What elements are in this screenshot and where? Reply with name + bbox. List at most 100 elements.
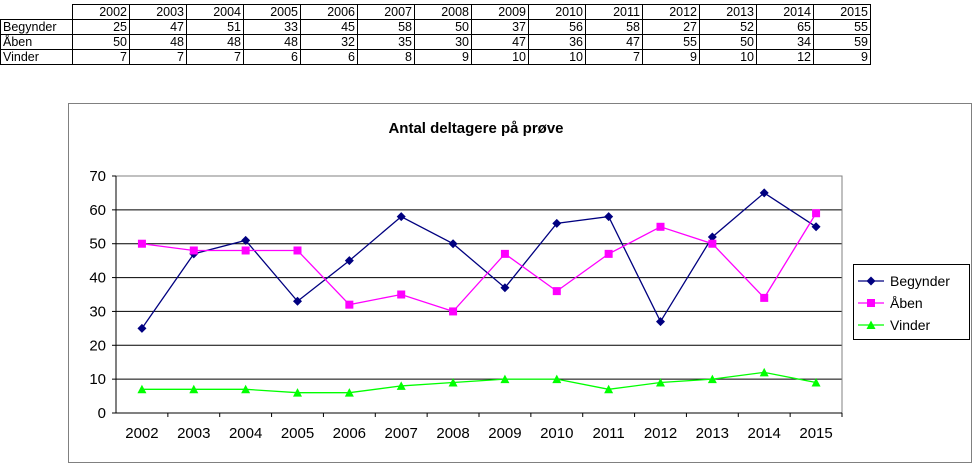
x-tick-label: 2011 <box>593 425 625 442</box>
x-tick-label: 2003 <box>177 425 210 442</box>
plot-frame <box>115 175 843 414</box>
data-point <box>396 212 406 222</box>
chart-title: Antal deltagere på prøve <box>388 120 563 137</box>
legend-label: Vinder <box>890 317 931 333</box>
legend-swatch <box>858 320 884 329</box>
data-point <box>656 378 665 387</box>
series-line <box>141 192 817 329</box>
x-tick-label: 2009 <box>488 425 521 442</box>
legend-marker <box>866 320 876 329</box>
data-point <box>604 384 614 394</box>
x-tick-label: 2014 <box>748 425 781 442</box>
legend-marker <box>866 276 876 286</box>
legend-marker <box>867 299 875 307</box>
data-point <box>811 378 821 387</box>
table-year-header: 2009 <box>471 4 529 20</box>
table-cell: 7 <box>585 49 643 65</box>
legend-label: Åben <box>890 295 923 311</box>
series-line <box>141 371 817 394</box>
table-cell: 47 <box>585 34 643 50</box>
data-point <box>656 222 665 231</box>
table-cell: 50 <box>699 34 757 50</box>
data-point <box>396 381 406 390</box>
legend-item: Vinder <box>858 315 930 335</box>
x-tick-label: 2015 <box>799 425 832 442</box>
data-point <box>707 374 717 384</box>
chart-legend: Begynder Åben Vinder <box>853 264 970 340</box>
data-point <box>448 378 458 387</box>
x-tick-label: 2002 <box>125 425 158 442</box>
data-point <box>604 212 614 222</box>
x-tick-label: 2012 <box>644 425 677 442</box>
data-point <box>552 218 562 228</box>
data-point <box>137 239 146 248</box>
data-point <box>759 367 769 377</box>
data-point <box>604 249 613 258</box>
data-point <box>707 232 717 242</box>
data-point <box>345 300 354 309</box>
data-point <box>293 246 302 255</box>
legend-swatch <box>858 276 884 286</box>
data-point <box>344 256 354 266</box>
data-point <box>812 209 821 218</box>
x-tick-label: 2010 <box>540 425 573 442</box>
data-point <box>189 384 199 394</box>
table-cell: 59 <box>813 34 871 50</box>
data-point <box>241 384 251 394</box>
table-cell: 7 <box>129 49 187 65</box>
table-row-label: Vinder <box>0 49 73 65</box>
data-point <box>448 239 458 249</box>
data-point <box>811 222 821 232</box>
y-tick-label: 50 <box>89 236 106 253</box>
y-tick-label: 10 <box>89 371 106 388</box>
y-tick-label: 70 <box>89 168 106 185</box>
table-cell: 7 <box>72 49 130 65</box>
legend-item: Begynder <box>858 271 950 291</box>
chart-area <box>68 103 972 463</box>
table-year-header: 2003 <box>129 4 187 20</box>
legend-swatch <box>858 299 884 307</box>
y-tick-label: 60 <box>89 202 106 219</box>
table-cell: 33 <box>243 19 301 35</box>
series-line <box>141 212 817 313</box>
data-table: 2002 2003 2004 2005 2006 2007 2008 2009 2010 2011… <box>0 4 871 65</box>
data-point <box>397 290 406 299</box>
table-cell: 9 <box>813 49 871 65</box>
table-cell: 48 <box>243 34 301 50</box>
data-point <box>500 249 509 258</box>
table-cell: 12 <box>756 49 814 65</box>
x-tick-label: 2013 <box>696 425 729 442</box>
y-tick-label: 0 <box>98 405 106 422</box>
table-cell: 6 <box>243 49 301 65</box>
legend-label: Begynder <box>890 273 950 289</box>
data-point <box>500 283 510 293</box>
table-cell: 56 <box>528 19 586 35</box>
data-point <box>344 388 354 397</box>
x-tick-label: 2008 <box>436 425 469 442</box>
x-tick-label: 2004 <box>229 425 262 442</box>
data-point <box>708 239 717 248</box>
table-year-header: 2010 <box>528 4 586 20</box>
table-cell: 7 <box>186 49 244 65</box>
data-point <box>500 374 510 384</box>
x-tick-label: 2007 <box>385 425 418 442</box>
data-point <box>189 246 198 255</box>
data-point <box>241 246 250 255</box>
data-point <box>552 374 562 384</box>
x-tick-label: 2005 <box>281 425 314 442</box>
data-point <box>656 317 665 327</box>
x-tick-label: 2006 <box>333 425 366 442</box>
data-point <box>241 235 251 245</box>
data-point <box>552 287 561 296</box>
table-row: Åben 50 48 48 48 32 35 30 47 36 47 55 50 34 59 <box>0 34 871 50</box>
data-point <box>449 307 458 316</box>
y-tick-label: 30 <box>89 303 106 320</box>
data-point <box>293 388 302 397</box>
data-point <box>137 323 147 333</box>
y-tick-label: 40 <box>89 270 106 287</box>
table-year-header: 2005 <box>243 4 301 20</box>
table-row: Vinder 7 7 7 6 6 8 9 10 10 7 9 10 12 9 <box>0 49 871 65</box>
table-cell: 10 <box>471 49 529 65</box>
data-point <box>137 384 147 394</box>
